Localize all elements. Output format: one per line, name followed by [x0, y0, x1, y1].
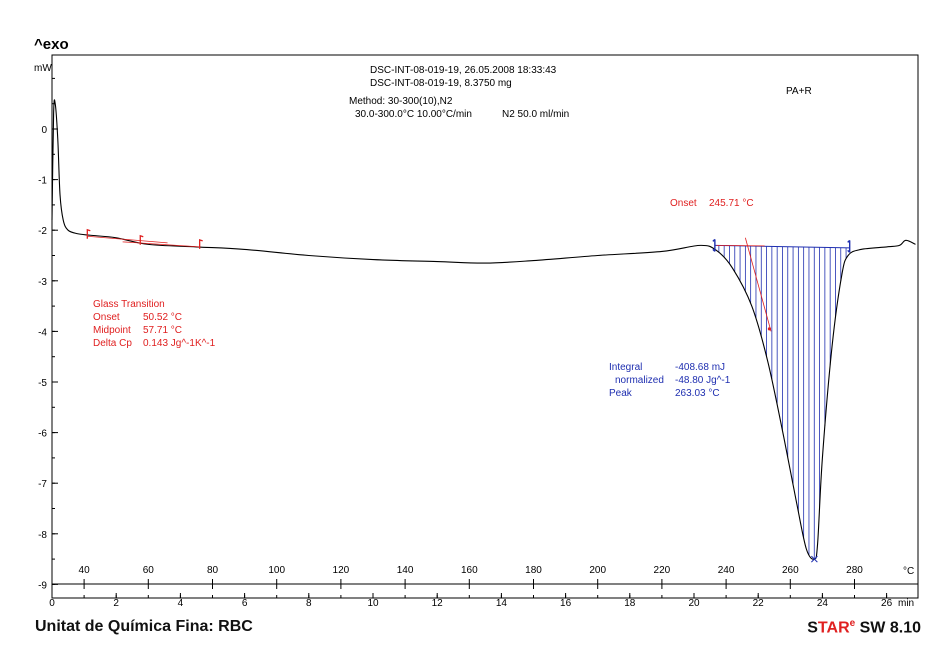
- integration-limit-marker: [847, 239, 851, 253]
- y-tick-label: -3: [38, 277, 47, 288]
- temp-tick-label: 60: [143, 565, 155, 576]
- gt-tangent: [122, 241, 200, 248]
- time-tick-label: 0: [49, 598, 55, 609]
- footer-brand-tar: TAR: [817, 619, 850, 637]
- integration-hatch: [714, 244, 850, 560]
- time-tick-label: 22: [753, 598, 765, 609]
- temp-tick-label: 260: [782, 565, 799, 576]
- exo-label: ^exo: [34, 36, 69, 53]
- onset-annotation: Onset 245.71 °C: [670, 198, 754, 209]
- y-tick-label: -6: [38, 429, 47, 440]
- y-tick-label: -8: [38, 530, 47, 541]
- gt-deltacp-label: Delta Cp: [93, 338, 132, 349]
- temp-tick-label: 240: [718, 565, 735, 576]
- annotation-markers: [86, 228, 851, 563]
- footer-version: SW 8.10: [855, 619, 921, 637]
- glass-transition-title: Glass Transition: [93, 299, 165, 310]
- limit-marker: [199, 238, 203, 249]
- header-line-1: DSC-INT-08-019-19, 26.05.2008 18:33:43: [370, 65, 557, 76]
- temp-tick-label: 120: [333, 565, 350, 576]
- temp-axis-unit: °C: [903, 566, 914, 577]
- sample-label: PA+R: [786, 86, 812, 97]
- limit-marker: [86, 228, 91, 239]
- y-tick-label: -7: [38, 479, 47, 490]
- temp-tick-label: 180: [525, 565, 542, 576]
- onset-tangent: [744, 237, 772, 332]
- peak-value: 263.03 °C: [675, 388, 720, 399]
- temp-tick-label: 100: [268, 565, 285, 576]
- temp-tick-label: 200: [589, 565, 606, 576]
- time-tick-label: 14: [496, 598, 508, 609]
- onset-label: Onset: [670, 198, 697, 209]
- peak-label: Peak: [609, 388, 633, 399]
- time-tick-label: 10: [367, 598, 379, 609]
- temp-tick-label: 80: [207, 565, 219, 576]
- gt-onset-label: Onset: [93, 312, 120, 323]
- dsc-curve: [51, 99, 916, 560]
- temp-tick-label: 140: [397, 565, 414, 576]
- header-method: Method: 30-300(10),N2: [349, 96, 453, 107]
- integration-annotation: Integral -408.68 mJ normalized -48.80 Jg…: [609, 362, 731, 399]
- plot-frame: [51, 54, 919, 599]
- y-tick-label: -4: [38, 327, 47, 338]
- onset-value: 245.71 °C: [709, 198, 754, 209]
- gt-midpoint-value: 57.71 °C: [143, 325, 182, 336]
- time-tick-label: 26: [881, 598, 893, 609]
- onset-baseline: [716, 244, 765, 247]
- time-tick-label: 12: [432, 598, 444, 609]
- y-tick-label: -1: [38, 176, 47, 187]
- header-params-left: 30.0-300.0°C 10.00°C/min: [355, 109, 472, 120]
- y-tick-label: 0: [41, 125, 47, 136]
- time-tick-label: 6: [242, 598, 248, 609]
- header-params-right: N2 50.0 ml/min: [502, 109, 569, 120]
- temperature-axis: 40 60 80 100 120 140 160 180 200 220 240 260 280: [52, 565, 918, 589]
- glass-transition-annotation: Glass Transition Onset 50.52 °C Midpoint…: [93, 299, 216, 349]
- time-tick-label: 16: [560, 598, 572, 609]
- peak-marker: [811, 555, 818, 563]
- footer-brand-s: S: [807, 619, 818, 637]
- normalized-label: normalized: [615, 375, 664, 386]
- time-tick-label: 4: [178, 598, 184, 609]
- time-axis-unit: min: [898, 598, 914, 609]
- gt-onset-value: 50.52 °C: [143, 312, 182, 323]
- integral-value: -408.68 mJ: [675, 362, 725, 373]
- integration-limit-marker: [712, 238, 716, 252]
- temp-tick-label: 220: [654, 565, 671, 576]
- y-axis-unit: mW: [34, 63, 52, 74]
- header-line-2: DSC-INT-08-019-19, 8.3750 mg: [370, 78, 512, 89]
- gt-midpoint-label: Midpoint: [93, 325, 131, 336]
- time-tick-label: 18: [624, 598, 636, 609]
- time-tick-label: 24: [817, 598, 829, 609]
- time-tick-label: 20: [688, 598, 700, 609]
- time-tick-label: 2: [113, 598, 119, 609]
- inflection-point: [767, 327, 772, 331]
- temp-tick-label: 160: [461, 565, 478, 576]
- y-tick-label: -2: [38, 226, 47, 237]
- limit-marker: [139, 234, 144, 245]
- footer-software: STARe SW 8.10: [807, 618, 921, 637]
- y-tick-label: -9: [38, 580, 47, 591]
- normalized-value: -48.80 Jg^-1: [675, 375, 731, 386]
- integral-label: Integral: [609, 362, 642, 373]
- footer-lab-name: Unitat de Química Fina: RBC: [35, 618, 253, 635]
- footer-brand-e: e: [849, 618, 856, 629]
- y-axis: 0 -1 -2 -3 -4 -5 -6 -7 -8 -9: [38, 77, 58, 591]
- time-tick-label: 8: [306, 598, 312, 609]
- y-tick-label: -5: [38, 378, 47, 389]
- temp-tick-label: 40: [79, 565, 91, 576]
- gt-deltacp-value: 0.143 Jg^-1K^-1: [143, 338, 216, 349]
- temp-tick-label: 280: [846, 565, 863, 576]
- time-axis: 0 2 4 6 8 10 12 14 16 18 20 22 24 26: [49, 593, 893, 609]
- gt-tangent: [87, 235, 168, 244]
